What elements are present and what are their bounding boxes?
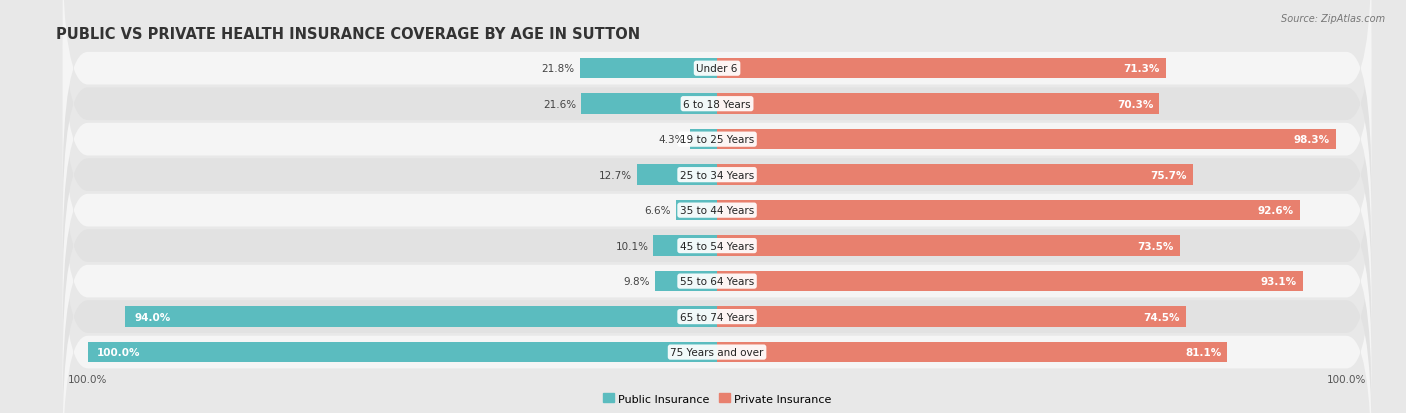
Text: 25 to 34 Years: 25 to 34 Years xyxy=(681,170,754,180)
Text: 55 to 64 Years: 55 to 64 Years xyxy=(681,276,754,287)
FancyBboxPatch shape xyxy=(62,192,1372,413)
Text: 35 to 44 Years: 35 to 44 Years xyxy=(681,206,754,216)
Bar xyxy=(655,271,717,292)
Bar xyxy=(717,306,1185,327)
Bar xyxy=(717,94,1160,115)
Text: 93.1%: 93.1% xyxy=(1261,276,1296,287)
Bar xyxy=(717,200,1299,221)
Text: 19 to 25 Years: 19 to 25 Years xyxy=(681,135,754,145)
Text: 6 to 18 Years: 6 to 18 Years xyxy=(683,100,751,109)
Text: 81.1%: 81.1% xyxy=(1185,347,1222,357)
Text: 10.1%: 10.1% xyxy=(616,241,648,251)
FancyBboxPatch shape xyxy=(62,227,1372,413)
Bar xyxy=(87,342,717,363)
Text: 21.8%: 21.8% xyxy=(541,64,575,74)
Text: 94.0%: 94.0% xyxy=(135,312,172,322)
FancyBboxPatch shape xyxy=(62,0,1372,230)
Bar xyxy=(125,306,717,327)
Text: 73.5%: 73.5% xyxy=(1137,241,1174,251)
Text: 75 Years and over: 75 Years and over xyxy=(671,347,763,357)
Text: 75.7%: 75.7% xyxy=(1150,170,1187,180)
Text: 70.3%: 70.3% xyxy=(1116,100,1153,109)
Text: 9.8%: 9.8% xyxy=(624,276,651,287)
Bar xyxy=(717,59,1166,79)
Text: 74.5%: 74.5% xyxy=(1143,312,1180,322)
Text: 65 to 74 Years: 65 to 74 Years xyxy=(681,312,754,322)
FancyBboxPatch shape xyxy=(62,85,1372,336)
Text: 4.3%: 4.3% xyxy=(658,135,685,145)
Text: 6.6%: 6.6% xyxy=(644,206,671,216)
Text: 92.6%: 92.6% xyxy=(1257,206,1294,216)
FancyBboxPatch shape xyxy=(62,156,1372,407)
Text: 100.0%: 100.0% xyxy=(97,347,141,357)
Text: 12.7%: 12.7% xyxy=(599,170,633,180)
Bar xyxy=(675,200,717,221)
Bar xyxy=(579,59,717,79)
Bar xyxy=(717,271,1303,292)
FancyBboxPatch shape xyxy=(62,121,1372,371)
Bar xyxy=(717,236,1180,256)
Text: 98.3%: 98.3% xyxy=(1294,135,1330,145)
FancyBboxPatch shape xyxy=(62,14,1372,265)
Bar xyxy=(654,236,717,256)
Bar xyxy=(717,130,1336,150)
Text: PUBLIC VS PRIVATE HEALTH INSURANCE COVERAGE BY AGE IN SUTTON: PUBLIC VS PRIVATE HEALTH INSURANCE COVER… xyxy=(56,26,640,41)
Bar xyxy=(690,130,717,150)
Text: 71.3%: 71.3% xyxy=(1123,64,1160,74)
Bar xyxy=(637,165,717,185)
FancyBboxPatch shape xyxy=(62,0,1372,195)
Text: Source: ZipAtlas.com: Source: ZipAtlas.com xyxy=(1281,14,1385,24)
Text: 21.6%: 21.6% xyxy=(543,100,576,109)
Text: Under 6: Under 6 xyxy=(696,64,738,74)
Text: 45 to 54 Years: 45 to 54 Years xyxy=(681,241,754,251)
Bar xyxy=(717,342,1227,363)
Bar xyxy=(581,94,717,115)
Legend: Public Insurance, Private Insurance: Public Insurance, Private Insurance xyxy=(598,389,837,408)
Bar xyxy=(717,165,1194,185)
FancyBboxPatch shape xyxy=(62,50,1372,301)
